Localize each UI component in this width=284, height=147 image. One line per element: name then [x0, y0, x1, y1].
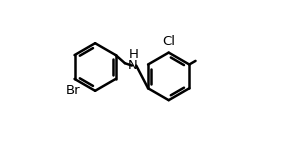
Text: H: H [129, 48, 139, 61]
Text: Cl: Cl [162, 35, 175, 48]
Text: Br: Br [66, 84, 80, 97]
Text: N: N [128, 59, 138, 72]
